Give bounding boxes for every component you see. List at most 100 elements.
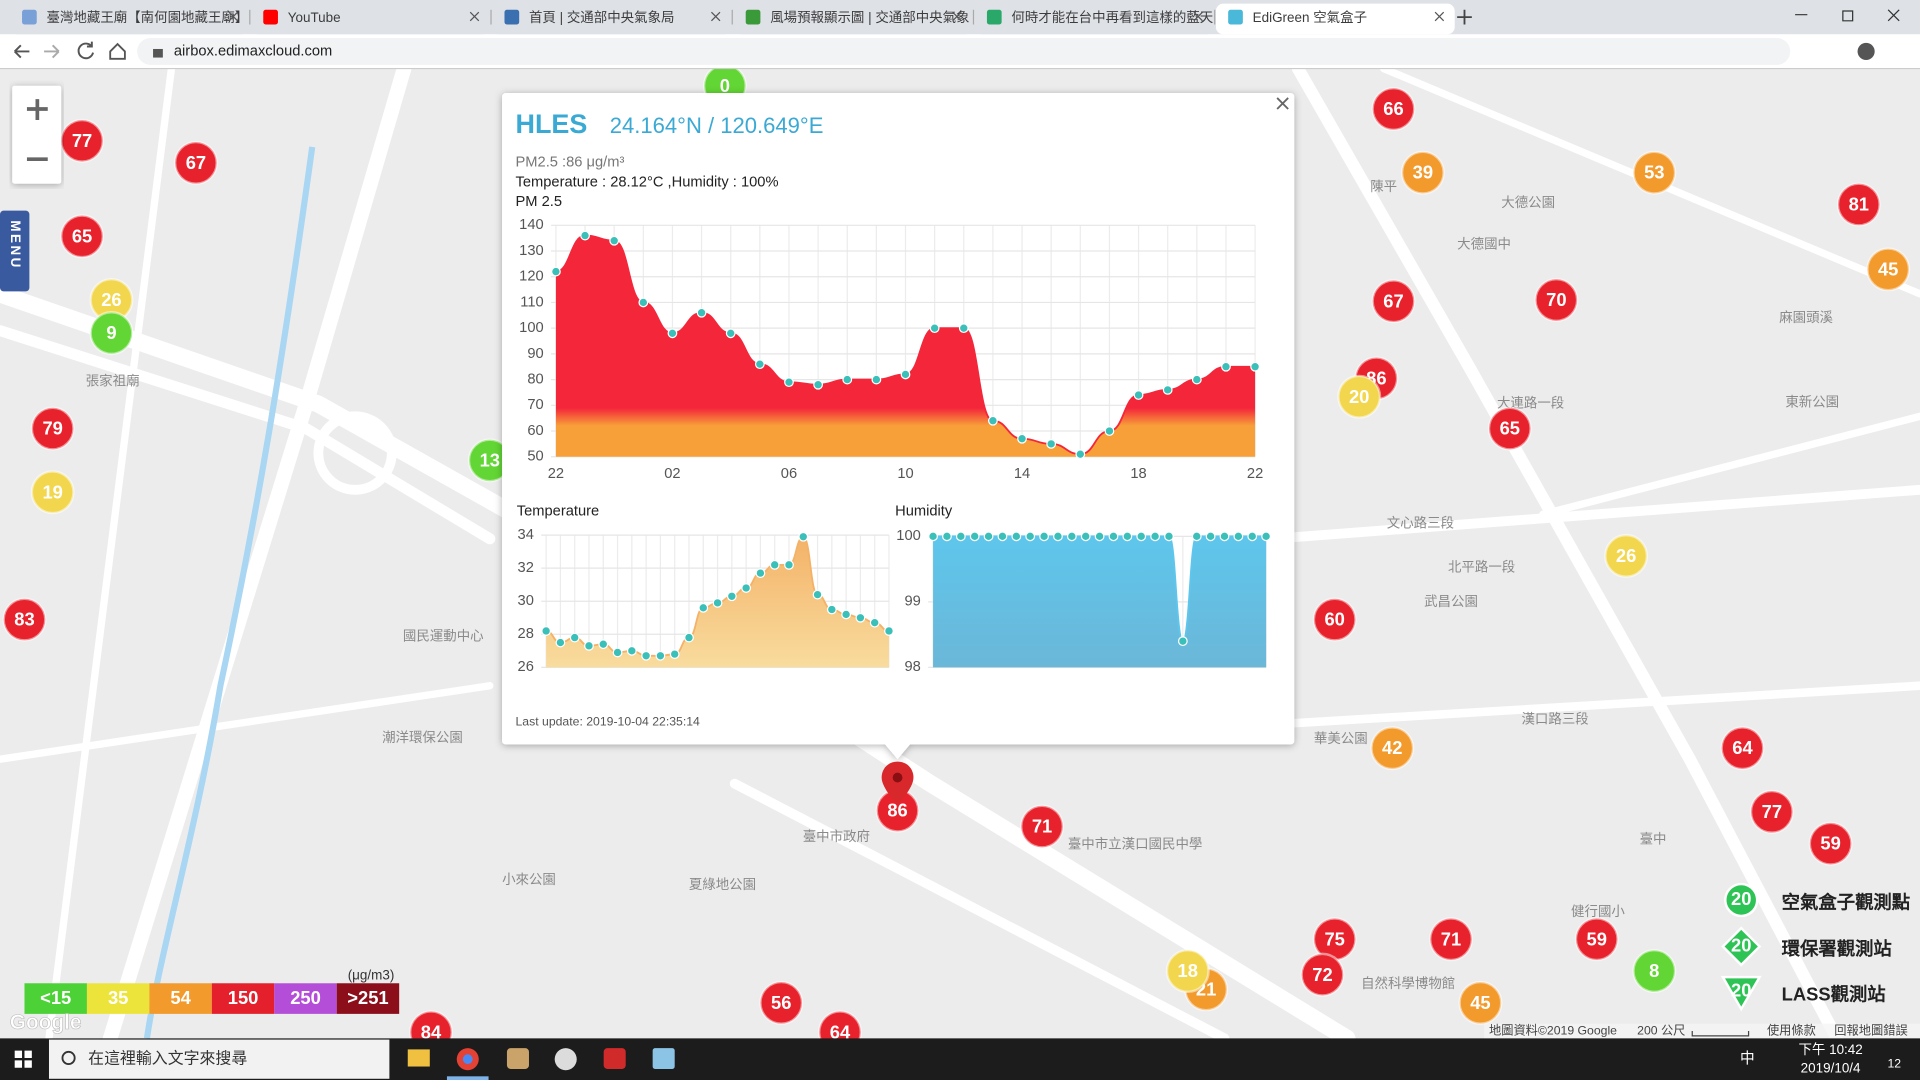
- y-tick-label: 120: [519, 269, 544, 285]
- x-tick-label: 22: [548, 466, 564, 482]
- air-marker[interactable]: [1312, 597, 1357, 642]
- point: [698, 602, 709, 613]
- air-marker[interactable]: [1371, 279, 1416, 324]
- air-marker[interactable]: [1534, 277, 1579, 323]
- point: [1017, 433, 1027, 444]
- app-icon[interactable]: [506, 1048, 529, 1069]
- x-tick-label: 14: [1014, 466, 1030, 482]
- point: [667, 328, 678, 339]
- air-marker[interactable]: [1866, 247, 1911, 292]
- tab-close[interactable]: [710, 11, 721, 22]
- air-marker[interactable]: [1836, 182, 1881, 227]
- point: [655, 650, 666, 661]
- air-marker[interactable]: [1020, 804, 1065, 849]
- air-marker[interactable]: [60, 214, 105, 259]
- point: [942, 531, 952, 542]
- river: [143, 146, 316, 1039]
- ime[interactable]: 中: [1740, 1050, 1755, 1067]
- notifications[interactable]: 12: [1887, 1056, 1901, 1070]
- new-tab[interactable]: [1457, 9, 1472, 25]
- map-label: 東新公園: [1785, 394, 1839, 409]
- marker-value: 83: [14, 609, 34, 630]
- search-box[interactable]: [48, 1039, 390, 1079]
- point: [1177, 636, 1188, 647]
- url: airbox.edimaxcloud.com: [174, 43, 332, 59]
- reload[interactable]: [77, 41, 95, 60]
- marker-value: 45: [1470, 992, 1490, 1013]
- tab-close[interactable]: [952, 11, 962, 22]
- air-marker[interactable]: [1165, 948, 1210, 994]
- air-marker[interactable]: [1300, 952, 1345, 997]
- air-marker[interactable]: [759, 980, 804, 1025]
- forward[interactable]: [44, 44, 60, 59]
- report[interactable]: 回報地圖錯誤: [1834, 1022, 1907, 1037]
- app-icon[interactable]: [652, 1048, 675, 1069]
- air-marker[interactable]: [30, 406, 75, 451]
- air-marker[interactable]: [1370, 726, 1415, 771]
- air-marker[interactable]: [173, 140, 218, 185]
- tab-close[interactable]: [1434, 11, 1445, 22]
- map-label: 健行國小: [1571, 904, 1625, 919]
- popup-close[interactable]: [1276, 97, 1289, 110]
- back[interactable]: [14, 44, 30, 59]
- air-marker[interactable]: [1458, 980, 1503, 1025]
- home[interactable]: [109, 42, 126, 60]
- tab-close[interactable]: [1193, 11, 1203, 22]
- tab[interactable]: [9, 3, 249, 35]
- point: [929, 323, 940, 334]
- marker-value: 26: [1616, 545, 1636, 566]
- tab[interactable]: [974, 3, 1214, 35]
- air-marker[interactable]: [1604, 533, 1649, 578]
- profile[interactable]: [1857, 42, 1875, 60]
- air-marker[interactable]: [1337, 374, 1382, 419]
- chart-title: PM 2.5: [516, 194, 563, 210]
- terms[interactable]: 使用條款: [1767, 1022, 1816, 1037]
- explorer-icon[interactable]: [407, 1049, 430, 1067]
- window-controls[interactable]: [1795, 9, 1900, 22]
- air-marker[interactable]: [1400, 150, 1445, 195]
- map-label: 臺中市立漢口國民中學: [1068, 835, 1203, 851]
- menu-button[interactable]: [0, 210, 30, 292]
- air-marker[interactable]: [89, 311, 134, 356]
- app-icon[interactable]: [603, 1048, 626, 1069]
- air-marker[interactable]: [1720, 726, 1765, 771]
- tab[interactable]: [733, 3, 973, 35]
- legend-swatch: [274, 983, 337, 1014]
- air-marker[interactable]: [2, 597, 47, 642]
- map-label: 大連路一段: [1497, 396, 1564, 411]
- legend-label: 54: [170, 987, 191, 1008]
- marker-value: 19: [42, 481, 62, 502]
- tab-icon: [263, 9, 278, 25]
- point: [988, 415, 998, 426]
- point: [1191, 374, 1202, 385]
- point: [684, 632, 694, 643]
- air-marker[interactable]: [1574, 917, 1619, 962]
- point: [696, 307, 707, 318]
- app-icon[interactable]: [554, 1048, 577, 1071]
- air-marker[interactable]: [30, 470, 75, 515]
- tab-close[interactable]: [228, 11, 238, 22]
- legend-swatch: [24, 983, 87, 1014]
- tab[interactable]: [251, 3, 490, 35]
- air-marker[interactable]: [1749, 789, 1794, 834]
- air-marker[interactable]: [1428, 917, 1474, 962]
- tab[interactable]: [1215, 3, 1455, 35]
- tab-title: EdiGreen 空氣盒子: [1253, 9, 1367, 25]
- zoom-in[interactable]: [26, 99, 48, 120]
- point: [842, 374, 853, 385]
- air-marker[interactable]: [1371, 86, 1416, 132]
- env-text: Temperature : 28.12°C ,Humidity : 100%: [516, 174, 779, 190]
- air-marker[interactable]: [1632, 150, 1677, 195]
- map-label: 北平路一段: [1448, 560, 1515, 575]
- air-marker[interactable]: [1487, 406, 1532, 451]
- air-marker[interactable]: [1632, 948, 1677, 994]
- y-tick-label: 60: [527, 423, 543, 439]
- start-button[interactable]: [14, 1050, 32, 1068]
- y-tick-label: 80: [527, 371, 543, 387]
- tab[interactable]: [492, 3, 732, 35]
- legend-swatch: [211, 983, 275, 1014]
- address-bar[interactable]: [137, 37, 1791, 65]
- tab-close[interactable]: [469, 11, 480, 22]
- y-tick-label: 100: [519, 320, 544, 336]
- air-marker[interactable]: [1808, 821, 1853, 866]
